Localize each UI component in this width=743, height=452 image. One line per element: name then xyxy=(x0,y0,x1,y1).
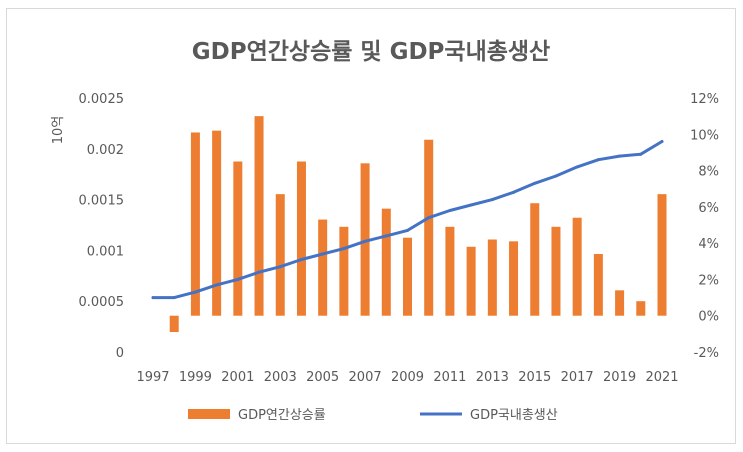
bar-2008 xyxy=(381,208,391,316)
gdp-point-2018 xyxy=(596,158,600,162)
left-axis-tick-label: 0 xyxy=(116,346,124,361)
legend-label-growth: GDP연간상승률 xyxy=(238,408,326,423)
bar-2002 xyxy=(254,116,264,316)
legend-label-gdp: GDP국내총생산 xyxy=(470,408,558,423)
left-axis-tick-label: 0.001 xyxy=(87,244,124,259)
x-axis-tick-label: 2001 xyxy=(221,370,254,385)
gdp-point-1998 xyxy=(172,296,176,300)
x-axis-tick-label: 2021 xyxy=(645,370,678,385)
right-axis-tick-label: 12% xyxy=(690,92,719,107)
bar-2005 xyxy=(318,219,328,316)
right-axis-tick-label: 2% xyxy=(698,273,719,288)
bar-2019 xyxy=(615,290,625,316)
gdp-point-2011 xyxy=(448,208,452,212)
gdp-point-2009 xyxy=(406,228,409,232)
x-axis-tick-label: 2009 xyxy=(391,370,424,385)
bar-2004 xyxy=(296,161,306,316)
bar-2006 xyxy=(339,226,349,316)
bar-2009 xyxy=(403,237,412,316)
bar-2001 xyxy=(233,161,243,316)
gdp-point-1999 xyxy=(193,290,197,294)
bar-2011 xyxy=(445,226,455,316)
left-axis-label: 10억 xyxy=(51,116,66,145)
bar-2007 xyxy=(360,163,370,316)
gdp-point-2021 xyxy=(660,140,664,144)
gdp-point-2013 xyxy=(490,198,494,202)
bar-2000 xyxy=(212,130,222,316)
gdp-point-2016 xyxy=(554,174,558,178)
bar-2021 xyxy=(657,194,667,316)
right-axis-tick-label: 4% xyxy=(698,237,719,252)
x-axis-tick-label: 2005 xyxy=(306,370,339,385)
right-axis-tick-label: 0% xyxy=(698,310,719,325)
gdp-point-2001 xyxy=(236,277,240,281)
gdp-point-2007 xyxy=(363,239,367,243)
gdp-point-2006 xyxy=(342,247,346,251)
x-axis-tick-label: 2017 xyxy=(561,370,594,385)
legend-swatch-growth xyxy=(188,409,230,419)
gdp-point-1997 xyxy=(151,296,155,300)
right-axis-tick-label: -2% xyxy=(694,346,719,361)
gdp-point-2010 xyxy=(427,216,431,220)
gdp-point-2014 xyxy=(512,190,516,194)
bar-2015 xyxy=(530,203,540,316)
bar-2017 xyxy=(572,217,582,316)
x-axis-tick-label: 2019 xyxy=(603,370,636,385)
x-axis-tick-label: 1997 xyxy=(136,370,169,385)
bar-2016 xyxy=(551,226,561,316)
gdp-point-2005 xyxy=(321,252,325,256)
gdp-point-2015 xyxy=(533,181,537,185)
gdp-point-2003 xyxy=(278,265,282,269)
chart-frame xyxy=(6,8,736,444)
right-axis-tick-label: 10% xyxy=(690,128,719,143)
bar-2010 xyxy=(424,139,434,316)
chart-title: GDP연간상승률 및 GDP국내총생산 xyxy=(192,39,550,65)
left-axis-tick-label: 0.002 xyxy=(87,143,124,158)
x-axis-tick-label: 2011 xyxy=(433,370,466,385)
bar-2014 xyxy=(509,241,519,316)
bar-2020 xyxy=(636,301,646,316)
x-axis-tick-label: 2015 xyxy=(518,370,551,385)
gdp-point-2004 xyxy=(299,257,303,261)
gdp-point-2019 xyxy=(618,154,622,158)
left-axis-tick-label: 0.0015 xyxy=(79,194,125,209)
bar-2013 xyxy=(487,239,497,316)
x-axis-tick-label: 2013 xyxy=(476,370,509,385)
left-axis-tick-label: 0.0005 xyxy=(79,295,125,310)
x-axis-tick-label: 1999 xyxy=(179,370,212,385)
gdp-point-2000 xyxy=(215,283,219,287)
right-axis-tick-label: 8% xyxy=(698,165,719,180)
bar-2003 xyxy=(275,194,285,316)
x-axis-tick-label: 2003 xyxy=(264,370,297,385)
bar-2018 xyxy=(593,254,603,316)
left-axis-tick-label: 0.0025 xyxy=(79,92,125,107)
gdp-point-2008 xyxy=(384,234,388,238)
right-axis-tick-label: 6% xyxy=(698,201,719,216)
gdp-point-2017 xyxy=(575,165,579,169)
bar-1999 xyxy=(190,132,200,316)
x-axis-tick-label: 2007 xyxy=(349,370,382,385)
bar-2012 xyxy=(466,246,476,316)
bar-1998 xyxy=(169,315,179,333)
gdp-point-2002 xyxy=(257,270,261,274)
gdp-point-2020 xyxy=(639,152,643,156)
gdp-point-2012 xyxy=(469,203,473,207)
